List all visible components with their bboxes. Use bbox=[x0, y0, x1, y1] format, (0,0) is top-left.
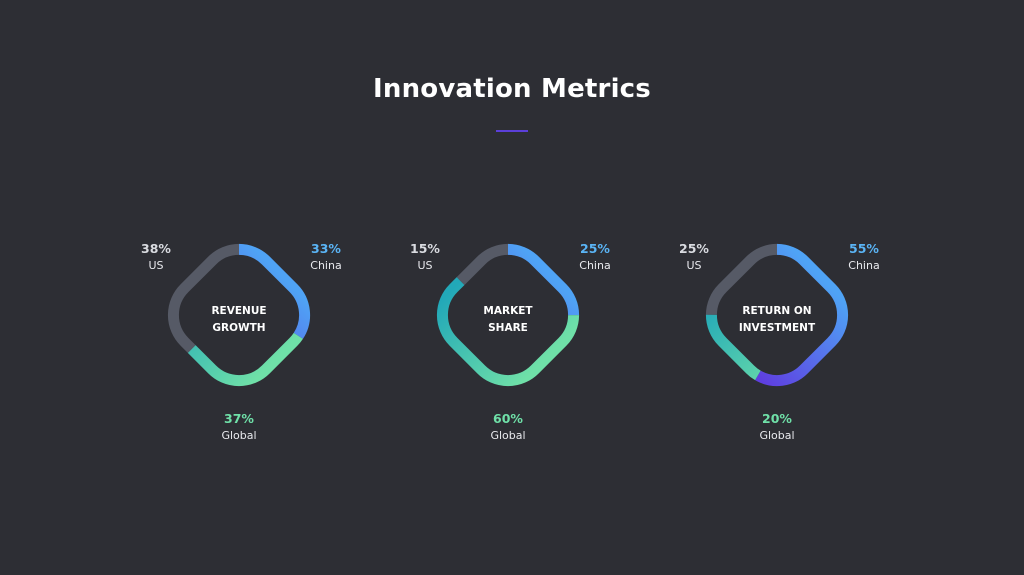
value-label-global: 20% bbox=[762, 411, 792, 426]
slice-china bbox=[705, 243, 849, 387]
center-label: SHARE bbox=[488, 322, 528, 334]
slice-us bbox=[167, 243, 311, 387]
value-label-us: 38% bbox=[141, 241, 171, 256]
value-label-china: 25% bbox=[580, 241, 610, 256]
category-label-us: US bbox=[417, 259, 432, 272]
slice-global bbox=[167, 243, 311, 387]
ring-chart-2 bbox=[436, 243, 580, 387]
category-label-us: US bbox=[686, 259, 701, 272]
page-title: Innovation Metrics bbox=[373, 74, 651, 104]
ring-chart-1 bbox=[167, 243, 311, 387]
category-label-china: China bbox=[310, 259, 341, 272]
ring-chart-3 bbox=[705, 243, 849, 387]
category-label-us: US bbox=[148, 259, 163, 272]
value-label-china: 55% bbox=[849, 241, 879, 256]
category-label-china: China bbox=[848, 259, 879, 272]
category-label-china: China bbox=[579, 259, 610, 272]
center-label: GROWTH bbox=[212, 322, 265, 334]
category-label-global: Global bbox=[490, 429, 525, 442]
slice-global bbox=[436, 243, 580, 387]
slice-us bbox=[705, 243, 849, 387]
category-label-global: Global bbox=[759, 429, 794, 442]
center-label: RETURN ON bbox=[742, 305, 811, 317]
center-label: REVENUE bbox=[211, 305, 266, 317]
slice-china bbox=[167, 243, 311, 387]
slice-china bbox=[436, 243, 580, 387]
value-label-global: 60% bbox=[493, 411, 523, 426]
center-label: INVESTMENT bbox=[739, 322, 816, 334]
category-label-global: Global bbox=[221, 429, 256, 442]
value-label-us: 15% bbox=[410, 241, 440, 256]
value-label-global: 37% bbox=[224, 411, 254, 426]
title-underline bbox=[496, 130, 528, 132]
center-label: MARKET bbox=[483, 305, 533, 317]
value-label-us: 25% bbox=[679, 241, 709, 256]
value-label-china: 33% bbox=[311, 241, 341, 256]
